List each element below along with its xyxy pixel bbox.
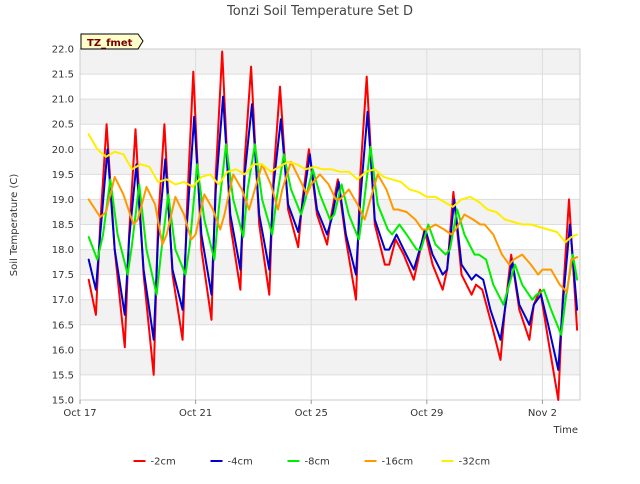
- y-tick-label: 21.5: [52, 70, 74, 81]
- y-tick-label: 18.5: [52, 220, 74, 231]
- legend-label: -2cm: [151, 457, 176, 468]
- chart-title: Tonzi Soil Temperature Set D: [226, 4, 413, 19]
- x-tick-label: Nov 2: [528, 408, 557, 419]
- y-tick-label: 17.5: [52, 270, 74, 281]
- grid-band: [80, 99, 580, 125]
- x-tick-label: Oct 17: [63, 408, 96, 419]
- y-tick-label: 19.0: [52, 195, 74, 206]
- series-lines: [87, 50, 579, 401]
- x-axis-ticks: Oct 17 Oct 21 Oct 25 Oct 29 Nov 2: [63, 400, 557, 419]
- x-tick-label: Oct 25: [295, 408, 328, 419]
- y-axis-ticks: 15.0 15.5 16.0 16.5 17.0 17.5 18.0 18.5 19.0 19.5…: [52, 45, 74, 407]
- grid-band: [80, 249, 580, 275]
- y-tick-label: 18.0: [52, 245, 74, 256]
- legend-label: -16cm: [382, 457, 414, 468]
- grid-band: [80, 299, 580, 325]
- y-tick-label: 16.0: [52, 345, 74, 356]
- grid-band: [80, 149, 580, 175]
- legend: -2cm -4cm -8cm -16cm -32cm: [133, 457, 491, 468]
- legend-label: -32cm: [459, 457, 491, 468]
- annotation-tag: TZ_fmet: [80, 33, 144, 50]
- grid-band: [80, 49, 580, 75]
- y-tick-label: 16.5: [52, 320, 74, 331]
- y-tick-label: 15.0: [52, 396, 74, 407]
- plot-frame: [79, 48, 581, 401]
- y-tick-label: 19.5: [52, 170, 74, 181]
- annotation-tag-label: TZ_fmet: [87, 38, 133, 49]
- legend-label: -8cm: [305, 457, 330, 468]
- y-tick-label: 22.0: [52, 45, 74, 56]
- x-tick-label: Oct 21: [179, 408, 212, 419]
- x-axis-label: Time: [553, 425, 578, 436]
- y-axis-label: Soil Temperature (C): [9, 174, 20, 277]
- y-tick-label: 21.0: [52, 95, 74, 106]
- series-line-16cm: [87, 160, 579, 294]
- series-line-32cm: [87, 133, 579, 244]
- annotation-tag-box: [80, 33, 144, 50]
- y-tick-label: 15.5: [52, 370, 74, 381]
- grid-band: [80, 349, 580, 375]
- x-tick-label: Oct 29: [410, 408, 443, 419]
- y-tick-label: 20.0: [52, 145, 74, 156]
- series-line-8cm: [87, 143, 579, 336]
- y-tick-label: 20.5: [52, 120, 74, 131]
- y-tick-label: 17.0: [52, 295, 74, 306]
- legend-label: -4cm: [228, 457, 253, 468]
- grid: [79, 48, 581, 401]
